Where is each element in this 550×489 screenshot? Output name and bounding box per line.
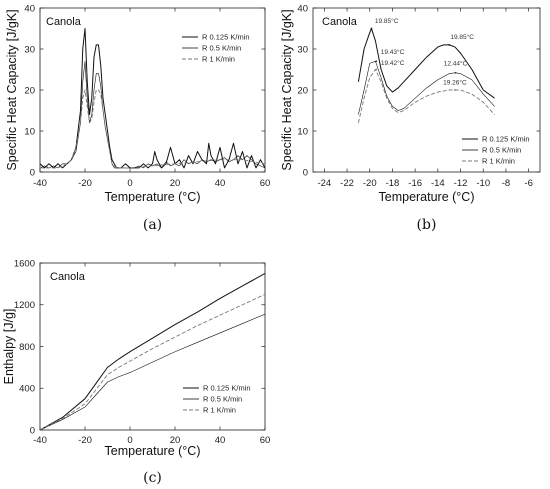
x-tick-label: -6	[524, 178, 532, 189]
legend-label-3: R 1 K/min	[203, 406, 236, 415]
y-tick-label: 400	[19, 384, 35, 395]
x-tick-label: 20	[170, 435, 181, 446]
legend-label-1: R 0.125 K/min	[482, 135, 530, 144]
x-tick-label: -18	[386, 178, 400, 189]
y-tick-label: 20	[24, 85, 35, 96]
x-tick-label: -24	[317, 178, 331, 189]
y-tick-label: 40	[297, 3, 308, 14]
y-tick-label: 0	[30, 425, 35, 436]
y-tick-label: 0	[303, 167, 308, 178]
annotation-marker	[454, 71, 457, 74]
series-line-2	[358, 61, 495, 115]
chart-title: Canola	[46, 16, 82, 28]
annotation-marker	[375, 60, 378, 63]
y-tick-label: 800	[19, 342, 35, 353]
chart-title: Canola	[50, 271, 86, 283]
y-tick-label: 30	[24, 44, 35, 55]
chart-panel-b: -24 -22 -20 -18 -16 -14 -12 -10 -8 -6 0 10 20 30 40 19.…	[280, 3, 541, 233]
y-axis-label: Enthalpy [J/g]	[2, 309, 16, 385]
series-line-1	[40, 273, 265, 430]
x-tick-label: -20	[363, 178, 377, 189]
x-tick-label: -40	[33, 178, 47, 189]
x-tick-label: -14	[431, 178, 445, 189]
legend-label-2: R 0.5 K/min	[203, 395, 242, 404]
y-tick-label: 1600	[14, 258, 35, 269]
x-tick-label: -16	[408, 178, 422, 189]
y-tick-label: 30	[297, 44, 308, 55]
x-tick-label: 60	[260, 178, 271, 189]
legend-label-1: R 0.125 K/min	[203, 384, 251, 393]
series-line-3	[357, 69, 495, 123]
legend-label-3: R 1 K/min	[482, 157, 515, 166]
legend-label-1: R 0.125 K/min	[202, 33, 250, 42]
x-tick-label: 40	[215, 435, 226, 446]
annotation-marker	[370, 27, 373, 30]
y-tick-label: 10	[24, 126, 35, 137]
x-tick-label: -8	[502, 178, 510, 189]
y-tick-label: 1200	[14, 300, 35, 311]
x-tick-label: 60	[260, 435, 271, 446]
series-line-1	[40, 28, 265, 169]
chart-panel-a: -40 -20 0 20 40 60 0 10 20 30 40 Canola R 0.125 K/mi…	[5, 3, 270, 233]
x-tick-label: 20	[170, 178, 181, 189]
panel-label: (c)	[143, 470, 162, 486]
x-tick-label: 0	[127, 435, 132, 446]
annotation-label: 19.85°C	[375, 17, 399, 25]
chart-panel-c: -40 -20 0 20 40 60 0 400 800 1200 1600 Canola R 0.12…	[2, 258, 270, 486]
x-tick-label: -12	[454, 178, 468, 189]
series-line-2	[40, 313, 265, 430]
y-tick-label: 20	[297, 85, 308, 96]
x-axis-label: Temperature (°C)	[105, 190, 201, 204]
x-tick-label: -40	[33, 435, 47, 446]
y-tick-label: 10	[297, 126, 308, 137]
x-tick-label: 40	[215, 178, 226, 189]
x-tick-label: 0	[127, 178, 132, 189]
series-line-3	[40, 89, 265, 169]
panel-label: (a)	[143, 217, 162, 233]
annotation-marker	[453, 89, 456, 91]
x-axis-label: Temperature (°C)	[105, 444, 201, 458]
legend-label-3: R 1 K/min	[202, 55, 235, 64]
annotation-label: 19.26°C	[443, 78, 467, 86]
annotation-label: 19.42°C	[381, 59, 405, 67]
chart-title: Canola	[322, 16, 358, 28]
annotation-label: 12.44°C	[444, 59, 468, 67]
x-tick-label: -10	[476, 178, 490, 189]
annotation-marker	[448, 44, 451, 46]
y-tick-label: 40	[24, 3, 35, 14]
x-tick-label: -22	[340, 178, 354, 189]
series-line-3	[40, 293, 265, 430]
x-tick-label: -20	[78, 435, 92, 446]
annotation-label: 19.85°C	[450, 33, 474, 41]
x-axis-label: Temperature (°C)	[379, 190, 475, 204]
legend-label-2: R 0.5 K/min	[202, 44, 241, 53]
y-axis-label: Specific Heat Capacity [J/gK]	[280, 9, 294, 170]
y-tick-label: 0	[30, 167, 35, 178]
annotation-marker	[375, 68, 378, 71]
legend-label-2: R 0.5 K/min	[482, 146, 521, 155]
series-line-1	[357, 28, 495, 99]
y-axis-label: Specific Heat Capacity [J/gK]	[5, 9, 19, 170]
panel-label: (b)	[417, 217, 437, 233]
annotation-label: 19.43°C	[381, 48, 405, 56]
x-tick-label: -20	[78, 178, 92, 189]
